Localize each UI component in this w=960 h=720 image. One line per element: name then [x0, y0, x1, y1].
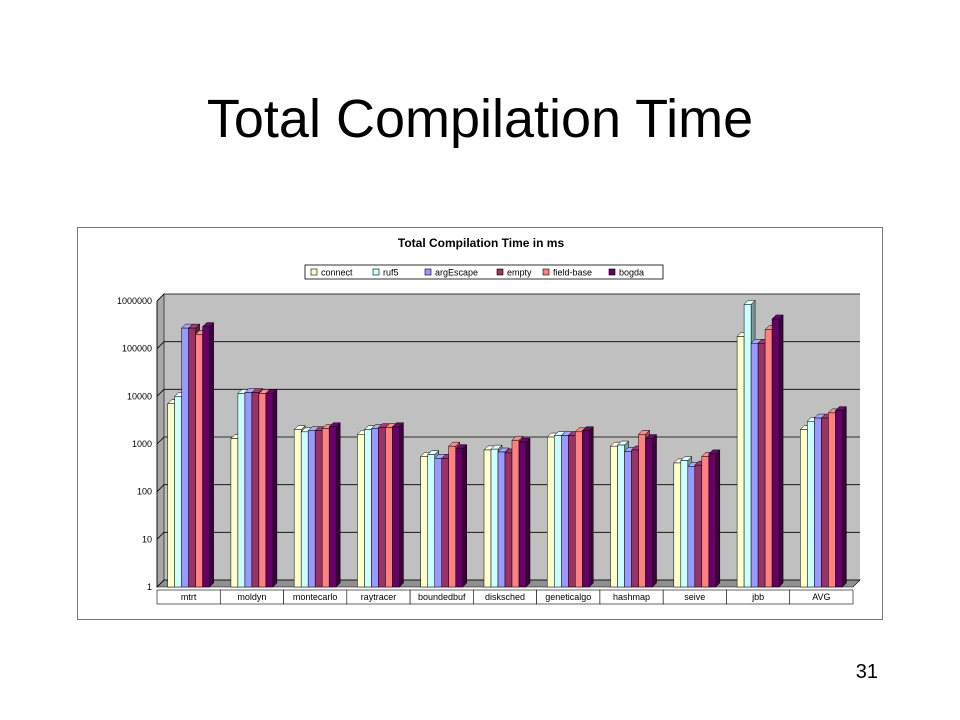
- y-tick-label: 1000000: [117, 296, 152, 306]
- legend-swatch: [424, 268, 432, 276]
- gridline: [156, 341, 860, 349]
- bar-boundedbuf-bogda: [455, 444, 468, 588]
- x-tick-label: geneticalgo: [545, 592, 591, 602]
- bar-AVG-bogda: [834, 406, 847, 588]
- x-tick-label: montecarlo: [293, 592, 338, 602]
- chart-area: 1 10 100 1000 10000 100000 1000000 mtrt moldyn m…: [77, 227, 883, 620]
- page-number: 31: [855, 661, 878, 683]
- bar-disksched-bogda: [518, 437, 531, 588]
- x-tick-label: jbb: [751, 592, 764, 602]
- bar-mtrt-bogda: [202, 322, 215, 588]
- x-tick-label: moldyn: [237, 592, 266, 602]
- legend-label: ruf5: [383, 268, 399, 278]
- legend-label: bogda: [619, 268, 644, 278]
- legend-swatch: [496, 268, 504, 276]
- bar-geneticalgo-bogda: [581, 426, 594, 588]
- y-tick-label: 100000: [122, 344, 152, 354]
- gridline: [156, 293, 860, 302]
- y-tick-label: 10: [142, 534, 152, 544]
- x-tick-label: AVG: [812, 592, 830, 602]
- x-tick-label: mtrt: [181, 592, 197, 602]
- x-tick-label: hashmap: [613, 592, 650, 602]
- bar-chart: 1 10 100 1000 10000 100000 1000000 mtrt moldyn m…: [117, 236, 861, 605]
- legend-swatch: [310, 268, 318, 276]
- legend-label: argEscape: [435, 268, 478, 278]
- slide-title: Total Compilation Time: [206, 89, 754, 149]
- bar-moldyn-bogda: [265, 388, 278, 588]
- x-tick-label: boundedbuf: [418, 592, 466, 602]
- gridline: [156, 436, 860, 445]
- y-tick-label: 100: [137, 487, 152, 497]
- bar-hashmap-bogda: [644, 433, 658, 588]
- legend-swatch: [608, 268, 616, 276]
- x-tick-label: seive: [684, 592, 705, 602]
- chart-title: Total Compilation Time in ms: [398, 236, 565, 250]
- gridline: [156, 388, 860, 397]
- y-tick-label: 10000: [127, 391, 152, 401]
- chart-legend: connect ruf5 argEscape empty field-base bogda: [304, 264, 664, 280]
- x-tick-label: disksched: [485, 592, 525, 602]
- legend-label: connect: [321, 268, 353, 278]
- bar-montecarlo-bogda: [328, 422, 341, 588]
- y-tick-label: 1: [147, 582, 152, 592]
- legend-swatch: [542, 268, 550, 276]
- x-tick-label: raytracer: [361, 592, 397, 602]
- legend-label: empty: [507, 268, 532, 278]
- legend-label: field-base: [553, 268, 592, 278]
- bar-jbb-bogda: [771, 314, 784, 588]
- legend-swatch: [372, 268, 380, 276]
- bar-raytracer-bogda: [391, 422, 405, 588]
- bar-seive-bogda: [708, 449, 721, 588]
- y-tick-label: 1000: [132, 439, 152, 449]
